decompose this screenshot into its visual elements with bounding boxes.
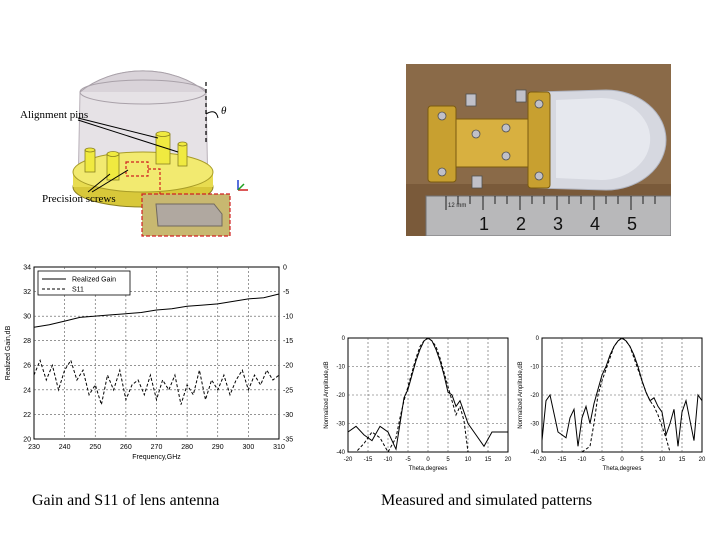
y-tick-label: 0 — [342, 336, 346, 342]
x-tick-label: 15 — [679, 457, 686, 463]
x-tick-label: -10 — [384, 457, 393, 463]
y-tick-label: 32 — [23, 289, 31, 296]
y2-tick-label: -30 — [283, 412, 293, 419]
ruler-number: 3 — [553, 214, 563, 234]
caption-patterns: Measured and simulated patterns — [381, 492, 593, 509]
y-tick-label: -30 — [336, 422, 345, 428]
series-line — [33, 293, 280, 328]
x-tick-label: -10 — [578, 457, 587, 463]
x-tick-label: 230 — [28, 444, 40, 451]
alignment-pins-label: Alignment pins — [20, 109, 88, 121]
pattern-chart-right: -20 -15 -10 -5 0 5 10 15 20 0 -10 -20 -30 -40 Theta,de… — [518, 336, 706, 472]
y-axis-label: Normalized Amplitude,dB — [518, 361, 524, 428]
y-tick-label: 24 — [23, 387, 31, 394]
x-tick-label: -5 — [405, 457, 411, 463]
x-tick-label: 15 — [485, 457, 492, 463]
x-tick-label: 5 — [640, 457, 644, 463]
y-tick-label: -40 — [530, 450, 539, 456]
x-tick-label: -20 — [538, 457, 547, 463]
legend-entry: Realized Gain — [72, 277, 116, 284]
y2-axis-label: S11,dB — [299, 342, 300, 365]
legend-entry: S11 — [72, 287, 84, 294]
y2-tick-label: -10 — [283, 314, 293, 321]
x-tick-label: -15 — [558, 457, 567, 463]
x-axis-label: Frequency,GHz — [132, 454, 181, 461]
x-axis-label: Theta,degrees — [603, 466, 642, 472]
series-line — [33, 358, 280, 405]
y-tick-label: 22 — [23, 412, 31, 419]
series-line — [541, 337, 703, 447]
y-tick-label: 20 — [23, 436, 31, 443]
x-tick-label: 0 — [620, 457, 624, 463]
y-tick-label: -30 — [530, 422, 539, 428]
x-tick-label: 310 — [273, 444, 285, 451]
y-axis-label: Normalized Amplitude,dB — [324, 361, 330, 428]
antenna-photo: 12 mm 1 2 3 4 5 — [406, 64, 671, 236]
gain-s11-chart: 230 240 250 260 270 280 290 300 310 20 22 24 26 28 30 3… — [5, 264, 300, 461]
y2-tick-label: 0 — [283, 264, 287, 271]
ruler-number: 2 — [516, 214, 526, 234]
ruler-unit: 12 mm — [448, 203, 466, 209]
caption-gain-s11: Gain and S11 of lens antenna — [32, 492, 220, 509]
x-tick-label: 5 — [446, 457, 450, 463]
y-tick-label: -10 — [336, 365, 345, 371]
pattern-chart-left: -20 -15 -10 -5 0 5 10 15 20 0 -10 -20 -30 -40 Theta,de… — [324, 336, 512, 472]
y-tick-label: -20 — [336, 393, 345, 399]
x-tick-label: 20 — [699, 457, 706, 463]
theta-label: θ — [221, 105, 227, 117]
x-tick-label: 280 — [181, 444, 193, 451]
y2-tick-label: -25 — [283, 387, 293, 394]
x-tick-label: 270 — [151, 444, 163, 451]
precision-screws-label: Precision screws — [42, 193, 116, 205]
x-tick-label: 290 — [212, 444, 224, 451]
y-tick-label: 26 — [23, 363, 31, 370]
x-tick-label: -20 — [344, 457, 353, 463]
y-tick-label: -40 — [336, 450, 345, 456]
x-axis-label: Theta,degrees — [409, 466, 448, 472]
axis-triad-icon — [237, 180, 248, 191]
series-line — [347, 337, 508, 451]
y-tick-label: 28 — [23, 338, 31, 345]
y-tick-label: -20 — [530, 393, 539, 399]
ruler-number: 1 — [479, 214, 489, 234]
x-tick-label: 20 — [505, 457, 512, 463]
y2-tick-label: -15 — [283, 338, 293, 345]
y2-tick-label: -5 — [283, 289, 289, 296]
y-tick-label: 0 — [536, 336, 540, 342]
x-tick-label: 10 — [659, 457, 666, 463]
y2-tick-label: -20 — [283, 363, 293, 370]
y-tick-label: 34 — [23, 264, 31, 271]
lens-antenna-model: θ Alignment pins Precision screws — [20, 70, 248, 237]
ruler — [425, 195, 671, 236]
x-tick-label: -5 — [599, 457, 605, 463]
y2-tick-label: -35 — [283, 436, 293, 443]
y-tick-label: 30 — [23, 314, 31, 321]
x-tick-label: 300 — [243, 444, 255, 451]
y-axis-label: Realized Gain,dB — [5, 325, 12, 380]
ruler-number: 5 — [627, 214, 637, 234]
ruler-number: 4 — [590, 214, 600, 234]
y-tick-label: -10 — [530, 365, 539, 371]
x-tick-label: -15 — [364, 457, 373, 463]
x-tick-label: 0 — [426, 457, 430, 463]
legend — [37, 270, 131, 296]
x-tick-label: 250 — [89, 444, 101, 451]
x-tick-label: 240 — [59, 444, 71, 451]
x-tick-label: 260 — [120, 444, 132, 451]
series-line — [348, 337, 508, 454]
x-tick-label: 10 — [465, 457, 472, 463]
